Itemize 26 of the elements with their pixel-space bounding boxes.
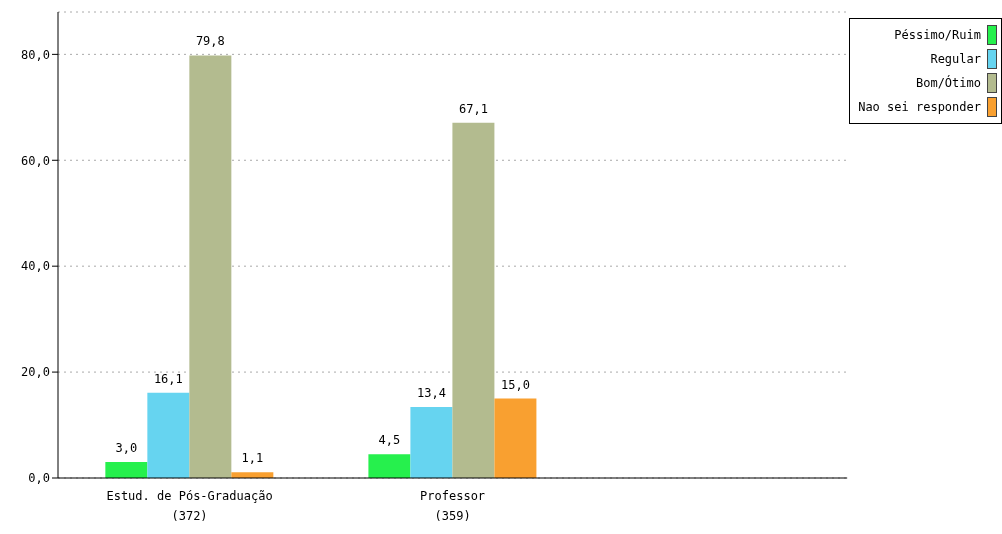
data-label: 67,1 [458,101,488,116]
x-tick-label: Professor (359) [420,489,486,523]
data-label: 1,1 [241,451,264,466]
y-tick-label: 60,0 [21,153,50,168]
y-tick-label: 20,0 [21,365,50,380]
bar [189,55,232,478]
data-label: 15,0 [500,377,530,392]
bar [147,392,190,478]
bar [452,122,495,478]
data-label: 3,0 [115,441,138,456]
legend-label: Nao sei responder [858,100,981,114]
data-label: 13,4 [416,386,446,401]
legend-label: Regular [930,52,981,66]
legend-label: Péssimo/Ruim [894,28,981,42]
y-tick-label: 40,0 [21,259,50,274]
bar [494,398,537,478]
data-label: 4,5 [378,433,401,448]
y-tick-label: 80,0 [21,47,50,62]
y-tick-label: 0,0 [28,471,50,486]
bar [410,407,453,478]
bar [105,462,148,478]
data-label: 79,8 [195,34,225,49]
data-label: 16,1 [153,371,183,386]
bar [368,454,411,478]
x-tick-label: Estud. de Pós-Graduação (372) [106,489,273,523]
legend-label: Bom/Ótimo [915,76,981,90]
